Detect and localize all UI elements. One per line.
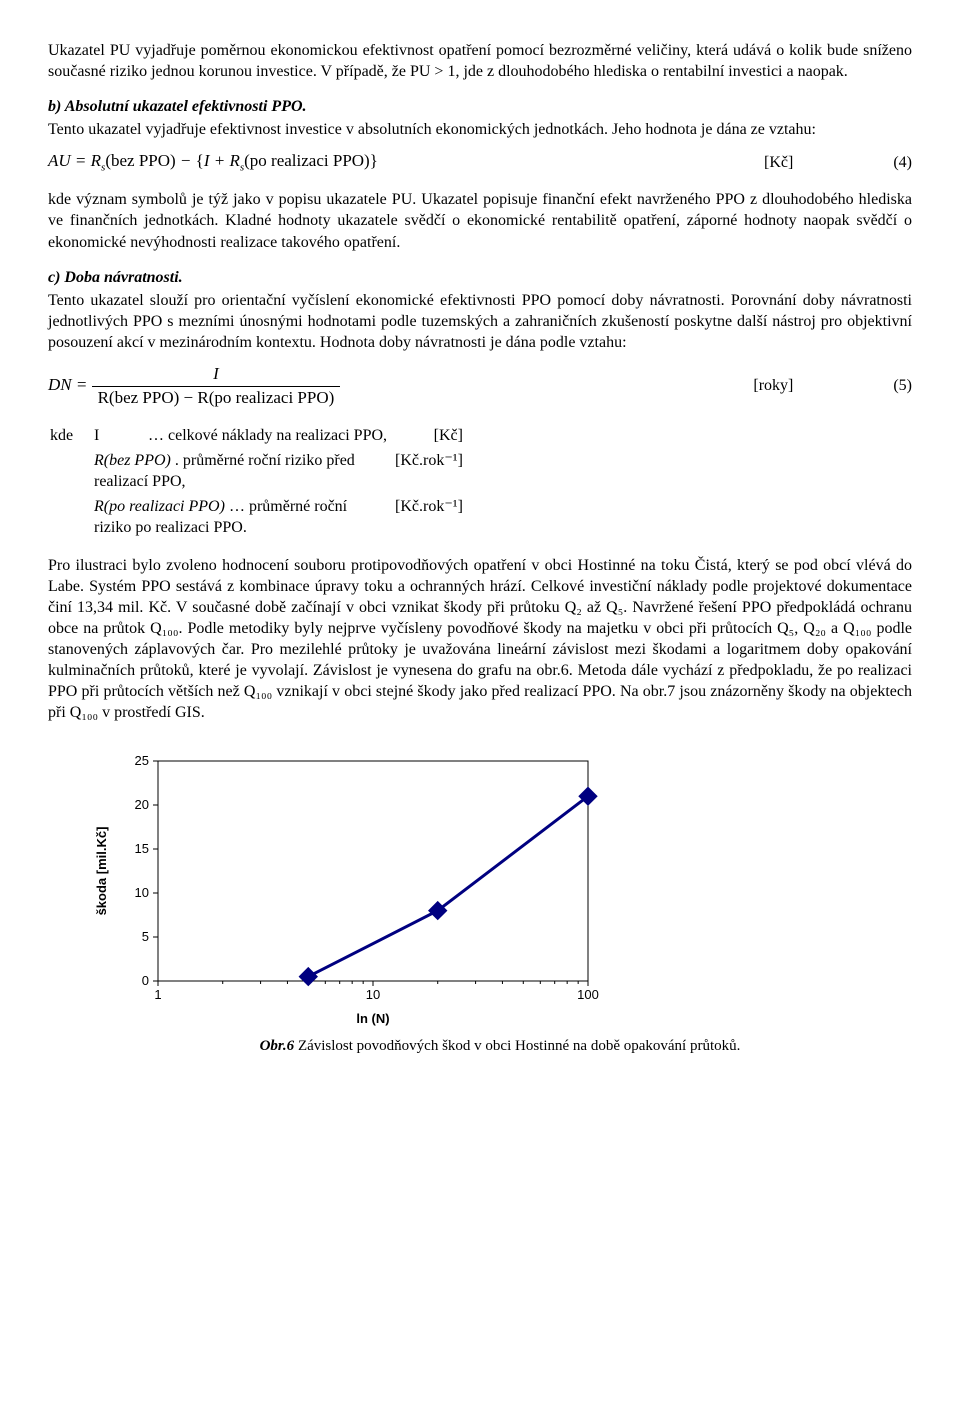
where-sym: R(bez PPO) xyxy=(94,452,171,469)
section-c-title: c) Doba návratnosti. xyxy=(48,267,912,288)
where-row: R(po realizaci PPO) … průměrné roční riz… xyxy=(50,496,469,540)
equation-5-denominator: R(bez PPO) − R(po realizaci PPO) xyxy=(98,388,335,407)
chart-container: 0 5 10 15 20 25 1 10 100 škoda [mil.Kč] ln (N) Obr… xyxy=(88,751,912,1057)
where-unit: [Kč] xyxy=(395,425,469,448)
section-b-p2: kde význam symbolů je týž jako v popisu … xyxy=(48,189,912,252)
where-unit: [Kč.rok⁻¹] xyxy=(395,496,469,540)
caption-text: Závislost povodňových škod v obci Hostin… xyxy=(294,1038,740,1054)
where-text: … celkové náklady na realizaci PPO, xyxy=(148,425,393,448)
where-label: kde xyxy=(50,425,92,448)
svg-text:20: 20 xyxy=(135,797,149,812)
where-sym: R(po realizaci PPO) xyxy=(94,498,225,515)
equation-5-number: (5) xyxy=(893,375,912,396)
svg-text:1: 1 xyxy=(154,987,161,1002)
equation-4-unit: [Kč] xyxy=(764,152,793,173)
where-table: kde I … celkové náklady na realizaci PPO… xyxy=(48,423,471,543)
svg-text:ln (N): ln (N) xyxy=(356,1011,389,1026)
chart-caption: Obr.6 Závislost povodňových škod v obci … xyxy=(88,1037,912,1057)
caption-label: Obr.6 xyxy=(260,1038,295,1054)
svg-text:25: 25 xyxy=(135,753,149,768)
section-c-p2: Pro ilustraci bylo zvoleno hodnocení sou… xyxy=(48,555,912,724)
svg-text:10: 10 xyxy=(135,885,149,900)
section-b-p1: Tento ukazatel vyjadřuje efektivnost inv… xyxy=(48,119,912,140)
section-b-title: b) Absolutní ukazatel efektivnosti PPO. xyxy=(48,96,912,117)
svg-text:5: 5 xyxy=(142,929,149,944)
where-row: R(bez PPO) . průměrné roční riziko před … xyxy=(50,450,469,494)
damage-chart: 0 5 10 15 20 25 1 10 100 škoda [mil.Kč] ln (N) xyxy=(88,751,608,1031)
where-unit: [Kč.rok⁻¹] xyxy=(395,450,469,494)
equation-5-numerator: I xyxy=(92,363,341,386)
equation-4-row: AU = Rs(bez PPO) − {I + Rs(po realizaci … xyxy=(48,150,912,175)
svg-text:0: 0 xyxy=(142,973,149,988)
svg-text:škoda [mil.Kč]: škoda [mil.Kč] xyxy=(94,827,109,916)
equation-5-row: DN = I R(bez PPO) − R(po realizaci PPO) … xyxy=(48,363,912,409)
section-c-p1: Tento ukazatel slouží pro orientační vyč… xyxy=(48,290,912,353)
where-sym: I xyxy=(94,425,146,448)
intro-paragraph: Ukazatel PU vyjadřuje poměrnou ekonomick… xyxy=(48,40,912,82)
svg-text:10: 10 xyxy=(366,987,380,1002)
svg-text:15: 15 xyxy=(135,841,149,856)
svg-text:100: 100 xyxy=(577,987,599,1002)
equation-4-number: (4) xyxy=(893,152,912,173)
equation-5-unit: [roky] xyxy=(753,375,793,396)
equation-4: AU = Rs(bez PPO) − {I + Rs(po realizaci … xyxy=(48,150,378,175)
equation-5: DN = I R(bez PPO) − R(po realizaci PPO) xyxy=(48,363,340,409)
where-row: kde I … celkové náklady na realizaci PPO… xyxy=(50,425,469,448)
